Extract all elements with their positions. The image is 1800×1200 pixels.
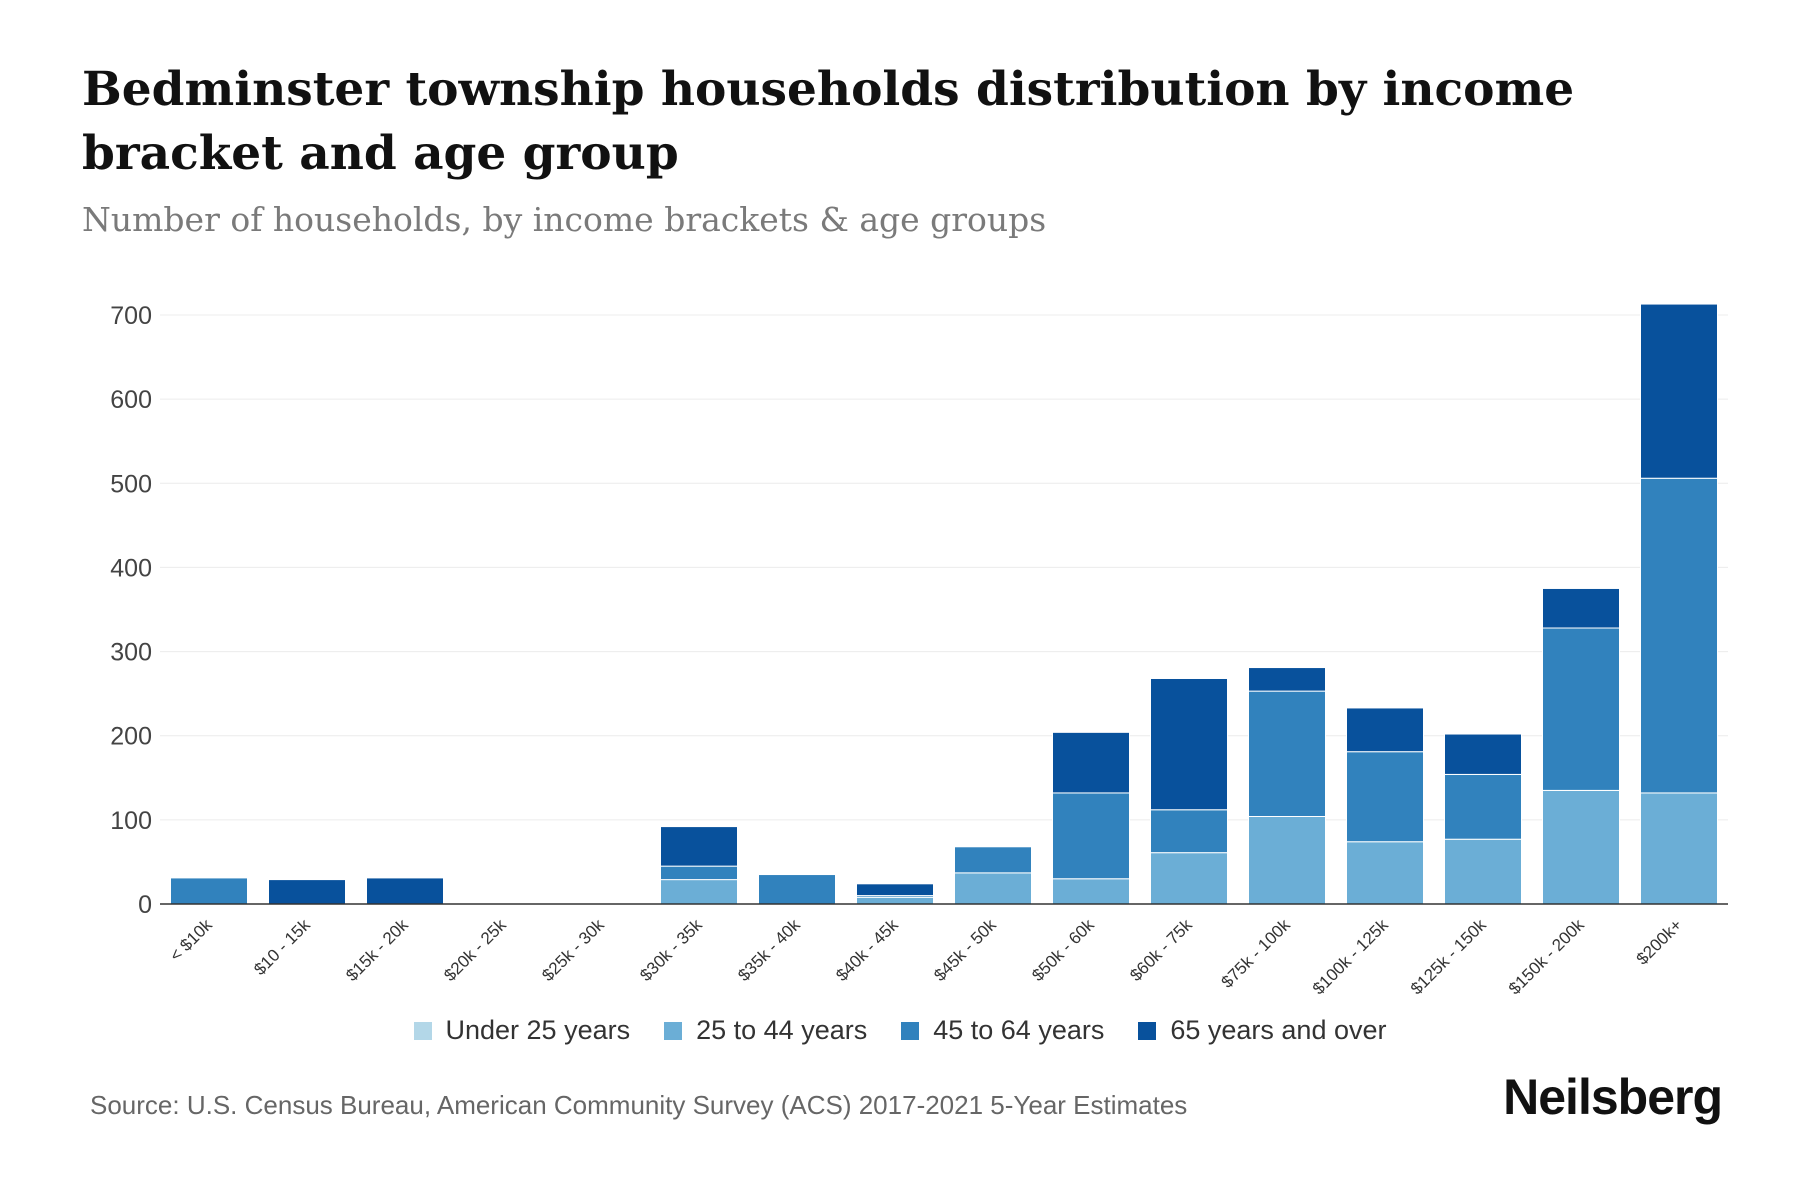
brand-logo: Neilsberg: [1503, 1069, 1723, 1125]
y-tick-label: 0: [138, 891, 152, 919]
legend-label: 65 years and over: [1170, 1015, 1387, 1045]
legend-item: Under 25 years: [413, 1015, 631, 1046]
legend-item: 65 years and over: [1138, 1015, 1387, 1046]
x-tick-label: $200k+: [1633, 915, 1686, 968]
bar-segment: [1052, 731, 1130, 794]
x-tick-label: $35k - 40k: [734, 915, 804, 985]
legend-label: Under 25 years: [445, 1015, 631, 1045]
x-tick-label: $25k - 30k: [538, 915, 608, 985]
bar-segment: [1346, 751, 1424, 843]
bar-segment: [856, 896, 934, 905]
legend-label: 45 to 64 years: [933, 1015, 1105, 1045]
bar-segment: [366, 877, 444, 905]
y-tick-label: 400: [110, 554, 152, 582]
y-tick-label: 100: [110, 807, 152, 835]
y-tick-label: 600: [110, 386, 152, 414]
legend-swatch: [901, 1021, 920, 1040]
bar-segment: [954, 846, 1032, 874]
y-tick-label: 700: [110, 302, 152, 330]
bar-segment: [1248, 815, 1326, 905]
y-tick-label: 500: [110, 470, 152, 498]
bar-segment: [1640, 477, 1718, 794]
y-tick-label: 200: [110, 723, 152, 751]
bar-segment: [268, 879, 346, 905]
legend-swatch: [413, 1021, 432, 1040]
bar-segment: [1640, 792, 1718, 905]
bar-segment: [1248, 667, 1326, 692]
bar-segment: [1248, 690, 1326, 817]
bar-segment: [660, 865, 738, 881]
x-tick-label: $125k - 150k: [1407, 915, 1490, 998]
x-tick-label: $15k - 20k: [342, 915, 412, 985]
bar-segment: [1150, 809, 1228, 854]
x-tick-label: $30k - 35k: [636, 915, 706, 985]
bar-segment: [660, 879, 738, 905]
bar-segment: [758, 874, 836, 905]
bar-segment: [1542, 789, 1620, 905]
bar-segment: [660, 826, 738, 867]
x-tick-label: $40k - 45k: [832, 915, 902, 985]
bar-segment: [1444, 733, 1522, 775]
chart-title: Bedminster township households distribut…: [82, 62, 1575, 181]
chart-area: 0 100 200 300 400 500 600 700 < $10k $10 - 15k $15…: [110, 302, 1728, 998]
bar-segment: [954, 872, 1032, 905]
bar-segment: [170, 877, 248, 905]
source-note: Source: U.S. Census Bureau, American Com…: [90, 1090, 1188, 1120]
bar-segment: [1150, 852, 1228, 905]
x-tick-label: $100k - 125k: [1309, 915, 1392, 998]
bar-segment: [1444, 773, 1522, 840]
x-tick-label: $150k - 200k: [1505, 915, 1588, 998]
bar-segment: [856, 883, 934, 897]
x-tick-label: $45k - 50k: [930, 915, 1000, 985]
legend-swatch: [1138, 1021, 1157, 1040]
bar-segment: [1150, 677, 1228, 811]
y-tick-label: 300: [110, 639, 152, 667]
bar-segment: [1052, 878, 1130, 905]
bar-segment: [1052, 792, 1130, 880]
x-tick-label: $50k - 60k: [1028, 915, 1098, 985]
bar-segment: [1346, 707, 1424, 753]
legend-swatch: [664, 1021, 683, 1040]
legend-item: 45 to 64 years: [901, 1015, 1104, 1046]
x-tick-label: $60k - 75k: [1126, 915, 1196, 985]
bar-segment: [1346, 841, 1424, 905]
legend-label: 25 to 44 years: [696, 1015, 868, 1045]
bar-segment: [1542, 627, 1620, 791]
legend-item: 25 to 44 years: [664, 1015, 867, 1046]
bar-segment: [1542, 587, 1620, 629]
bar-segment: [1640, 303, 1718, 479]
chart-legend: Under 25 years 25 to 44 years 45 to 64 yea…: [0, 1015, 1800, 1046]
x-tick-label: $10 - 15k: [250, 915, 314, 979]
bar-segment: [1444, 838, 1522, 905]
chart-subtitle: Number of households, by income brackets…: [82, 200, 1047, 239]
x-tick-label: $75k - 100k: [1218, 915, 1295, 992]
x-tick-label: < $10k: [166, 915, 216, 965]
x-tick-label: $20k - 25k: [440, 915, 510, 985]
